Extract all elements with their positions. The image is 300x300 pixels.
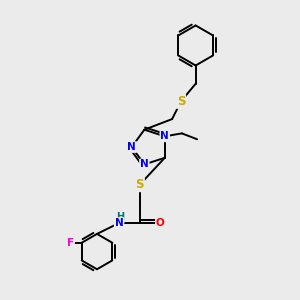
Text: N: N [140,159,149,170]
Text: S: S [177,95,185,108]
Text: N: N [160,131,169,141]
Text: N: N [128,142,136,152]
Text: O: O [156,218,165,228]
Text: F: F [67,238,74,248]
Text: N: N [115,218,124,228]
Text: H: H [116,212,124,221]
Text: S: S [135,178,144,191]
